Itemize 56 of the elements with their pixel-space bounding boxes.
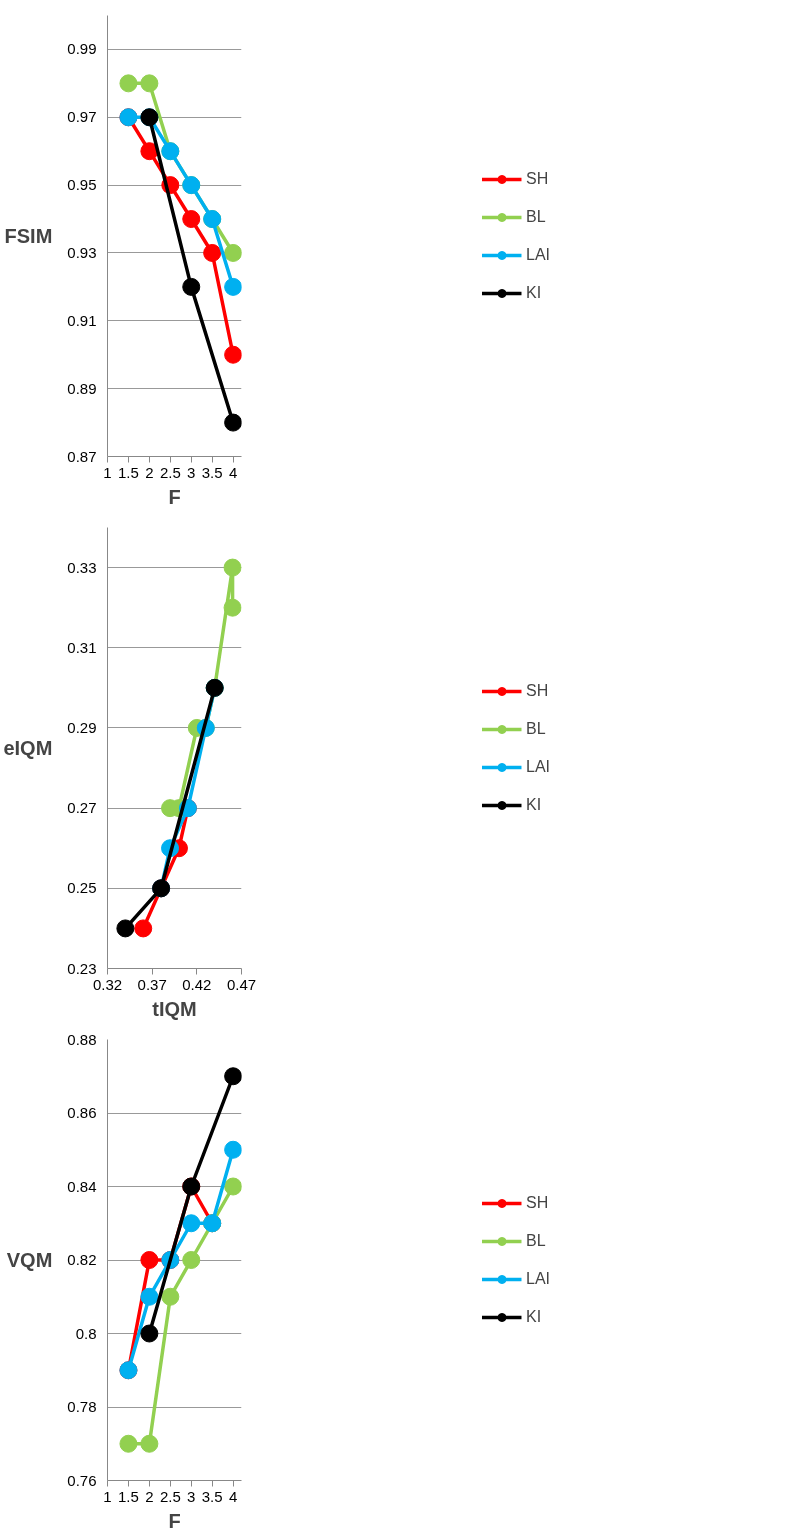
legend-label: KI bbox=[525, 1307, 543, 1326]
y-tick-label: 0.89 bbox=[67, 379, 97, 397]
y-tick-label: 0.87 bbox=[67, 447, 97, 465]
x-axis-title: F bbox=[168, 485, 181, 508]
y-tick-label: 0.31 bbox=[67, 638, 97, 656]
x-tick-label: 2.5 bbox=[159, 1487, 181, 1505]
y-tick-label: 0.23 bbox=[67, 959, 97, 977]
y-tick-label: 0.99 bbox=[67, 40, 97, 58]
x-tick-label: 2.5 bbox=[159, 463, 181, 481]
x-tick-label: 2 bbox=[145, 463, 154, 481]
legend-label: SH bbox=[525, 1193, 549, 1212]
legend-label: LAI bbox=[525, 245, 551, 264]
legend-label: BL bbox=[525, 1231, 546, 1250]
y-tick-label: 0.93 bbox=[67, 243, 97, 261]
y-tick-label: 0.82 bbox=[67, 1251, 97, 1268]
x-tick-label: 3.5 bbox=[201, 1487, 223, 1505]
y-tick-label: 0.95 bbox=[67, 176, 97, 194]
legend-label: SH bbox=[525, 681, 549, 700]
legend-label: KI bbox=[525, 795, 543, 814]
x-tick-label: 1 bbox=[103, 1487, 112, 1505]
y-axis-title: eIQM bbox=[3, 737, 53, 759]
y-tick-label: 0.33 bbox=[67, 558, 97, 576]
y-tick-label: 0.8 bbox=[75, 1324, 97, 1342]
x-tick-label: 4 bbox=[228, 463, 238, 481]
x-tick-label: 3 bbox=[187, 1487, 196, 1505]
y-tick-label: 0.76 bbox=[67, 1471, 97, 1489]
x-tick-label: 0.37 bbox=[137, 975, 167, 993]
x-tick-label: 3.5 bbox=[201, 463, 223, 481]
legend-label: BL bbox=[525, 719, 546, 738]
y-axis-title: VQM bbox=[6, 1249, 53, 1271]
x-tick-label: 1.5 bbox=[118, 1487, 139, 1505]
x-tick-label: 0.32 bbox=[92, 975, 123, 993]
x-tick-label: 1 bbox=[103, 463, 112, 481]
y-tick-label: 0.29 bbox=[67, 718, 97, 736]
legend-label: LAI bbox=[525, 1269, 551, 1288]
legend-label: LAI bbox=[525, 757, 551, 776]
y-axis-title: FSIM bbox=[4, 225, 53, 247]
y-tick-label: 0.27 bbox=[67, 799, 97, 817]
y-tick-label: 0.88 bbox=[67, 1030, 97, 1048]
x-axis-title: F bbox=[168, 1509, 181, 1532]
y-tick-label: 0.78 bbox=[67, 1398, 97, 1415]
x-tick-label: 3 bbox=[187, 463, 196, 481]
y-tick-label: 0.84 bbox=[67, 1177, 97, 1195]
x-tick-label: 4 bbox=[228, 1487, 238, 1505]
y-tick-label: 0.86 bbox=[67, 1104, 97, 1121]
x-tick-label: 0.42 bbox=[182, 975, 212, 993]
y-tick-label: 0.97 bbox=[67, 108, 97, 126]
x-tick-label: 2 bbox=[145, 1487, 154, 1505]
legend-label: SH bbox=[525, 169, 549, 188]
legend-label: BL bbox=[525, 207, 546, 226]
x-tick-label: 0.47 bbox=[226, 975, 257, 993]
x-tick-label: 1.5 bbox=[118, 463, 139, 481]
y-tick-label: 0.91 bbox=[67, 311, 97, 329]
y-tick-label: 0.25 bbox=[67, 879, 97, 897]
legend-label: KI bbox=[525, 283, 543, 302]
x-axis-title: tIQM bbox=[152, 997, 197, 1020]
